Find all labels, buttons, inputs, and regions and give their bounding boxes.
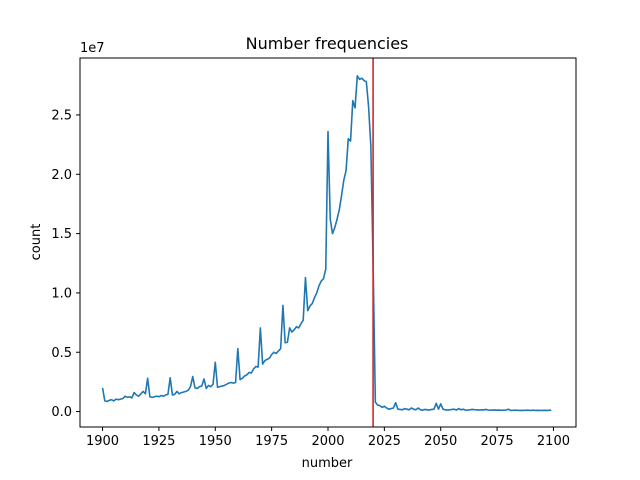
x-tick-label: 2100 xyxy=(537,434,570,449)
chart-title: Number frequencies xyxy=(246,34,409,53)
plot-frame xyxy=(79,57,577,428)
y-tick-label: 0.0 xyxy=(51,405,72,420)
y-axis-ticks: 0.0 0.5 1.0 1.5 2.0 2.5 xyxy=(51,108,80,420)
y-tick-label: 1.0 xyxy=(51,286,72,301)
y-tick-label: 2.0 xyxy=(51,168,72,183)
y-tick-label: 0.5 xyxy=(51,346,72,361)
x-tick-label: 1900 xyxy=(86,434,119,449)
x-tick-label: 1925 xyxy=(142,434,175,449)
x-tick-label: 2000 xyxy=(311,434,344,449)
x-tick-label: 1975 xyxy=(255,434,288,449)
series-line-0 xyxy=(101,75,552,412)
x-tick-label: 2025 xyxy=(368,434,401,449)
y-tick-label: 1.5 xyxy=(51,227,72,242)
y-scale-label: 1e7 xyxy=(80,41,105,56)
x-tick-label: 1950 xyxy=(199,434,232,449)
x-axis-label: number xyxy=(302,456,353,471)
x-tick-label: 2050 xyxy=(424,434,457,449)
x-axis-ticks: 1900 1925 1950 1975 2000 2025 2050 2075 2100 xyxy=(86,427,570,449)
y-axis-label: count xyxy=(29,224,44,261)
y-tick-label: 2.5 xyxy=(51,108,72,123)
x-tick-label: 2075 xyxy=(481,434,514,449)
plot-layer xyxy=(101,58,552,427)
